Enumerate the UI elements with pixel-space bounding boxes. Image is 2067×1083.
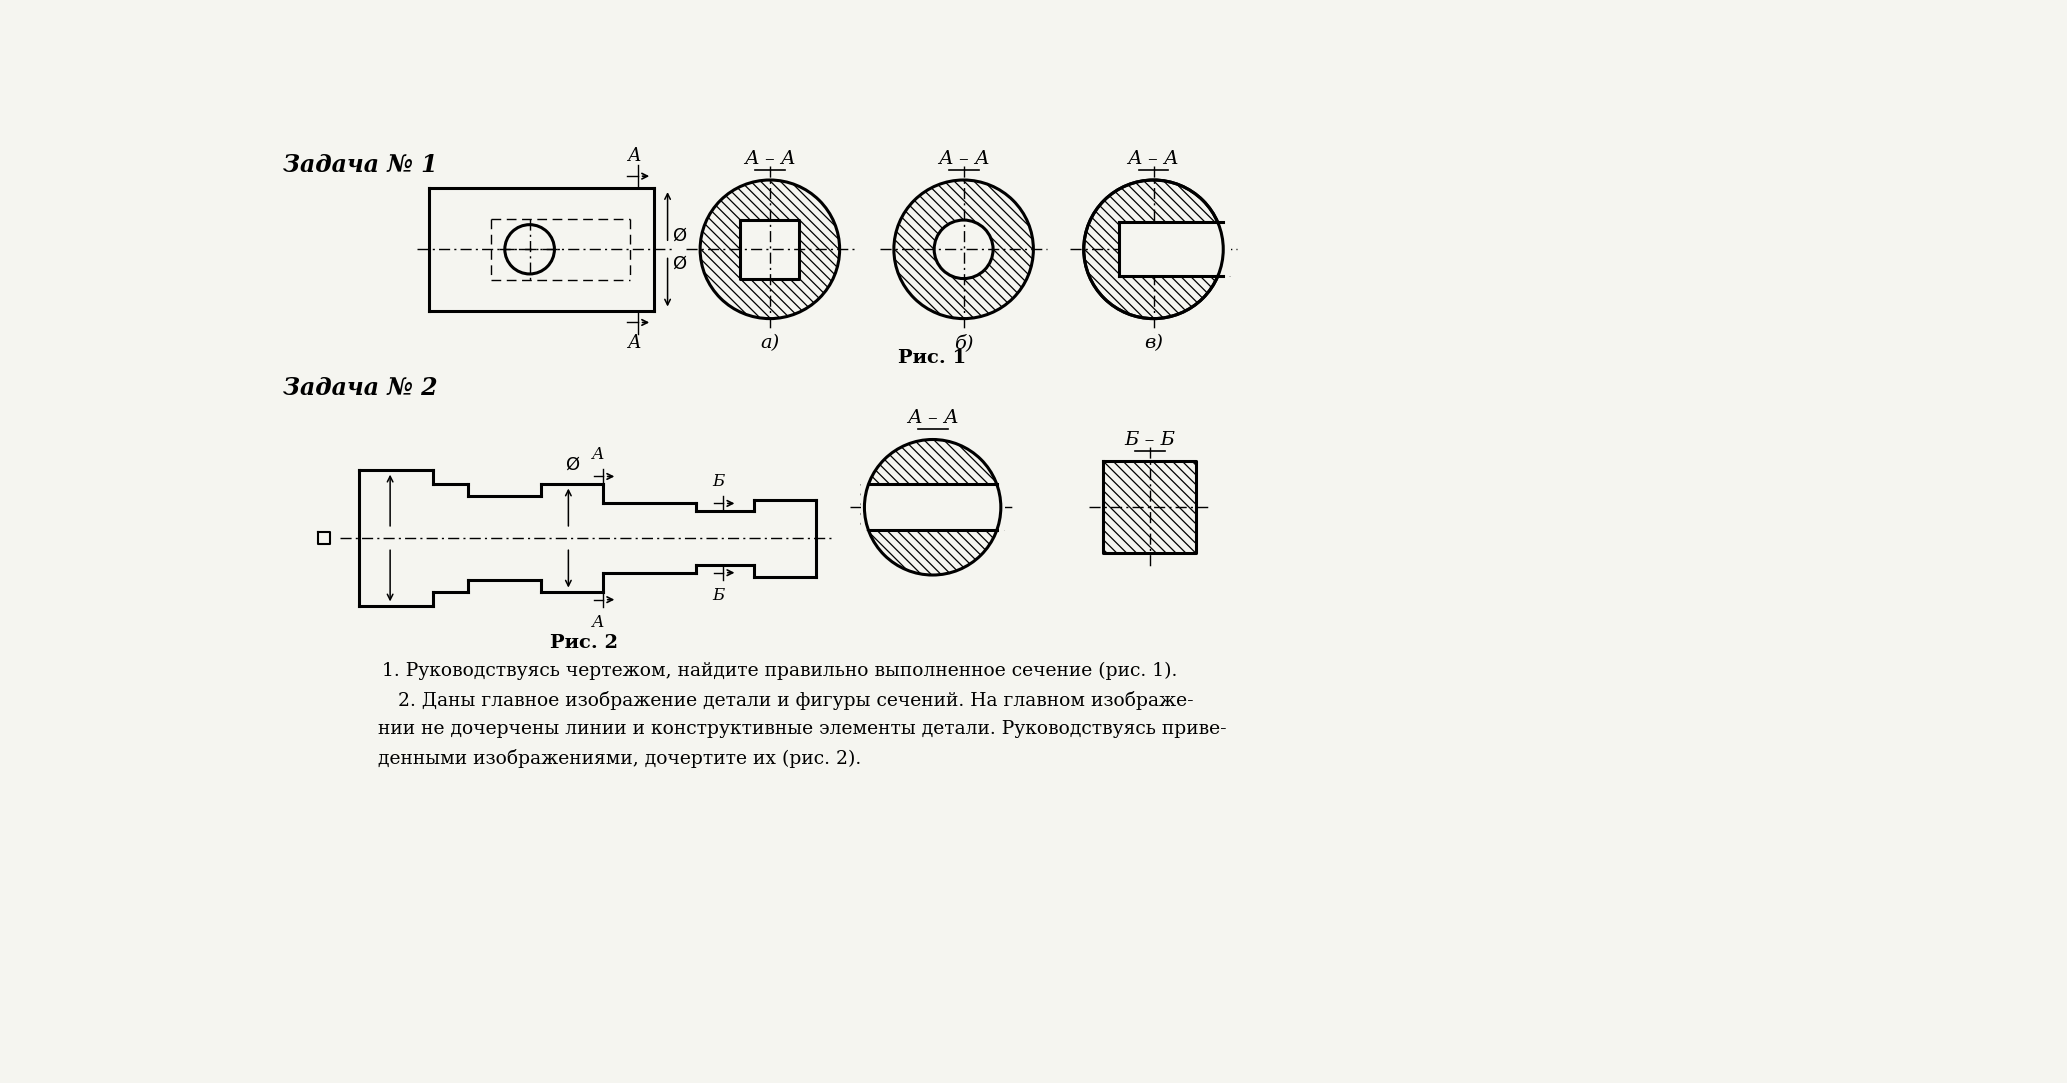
Text: А: А <box>593 614 606 630</box>
Text: Б – Б: Б – Б <box>1124 431 1176 448</box>
Text: а): а) <box>761 334 779 352</box>
Text: нии не дочерчены линии и конструктивные элементы детали. Руководствуясь приве-: нии не дочерчены линии и конструктивные … <box>378 720 1228 738</box>
Text: Б: Б <box>713 587 726 603</box>
Text: А: А <box>628 146 641 165</box>
Text: Рис. 2: Рис. 2 <box>550 635 618 652</box>
Text: Ø: Ø <box>564 455 579 473</box>
Text: Задача № 1: Задача № 1 <box>283 153 438 177</box>
Text: А – А: А – А <box>1129 149 1180 168</box>
Text: 1. Руководствуясь чертежом, найдите правильно выполненное сечение (рис. 1).: 1. Руководствуясь чертежом, найдите прав… <box>382 662 1178 679</box>
Text: 2. Даны главное изображение детали и фигуры сечений. На главном изображе-: 2. Даны главное изображение детали и фиг… <box>397 691 1193 709</box>
Text: А – А: А – А <box>907 409 959 427</box>
Text: Задача № 2: Задача № 2 <box>283 377 438 401</box>
Text: А – А: А – А <box>938 149 990 168</box>
Polygon shape <box>1118 222 1232 276</box>
Text: А: А <box>593 445 606 462</box>
Text: А – А: А – А <box>744 149 796 168</box>
Text: Ø: Ø <box>672 255 686 272</box>
Text: Б: Б <box>713 472 726 490</box>
Text: в): в) <box>1143 334 1164 352</box>
Polygon shape <box>860 484 1005 531</box>
Text: Рис. 1: Рис. 1 <box>899 350 967 367</box>
Text: б): б) <box>953 334 974 352</box>
Text: Ø: Ø <box>672 226 686 245</box>
Text: А: А <box>628 334 641 352</box>
Text: денными изображениями, дочертите их (рис. 2).: денными изображениями, дочертите их (рис… <box>378 749 862 768</box>
